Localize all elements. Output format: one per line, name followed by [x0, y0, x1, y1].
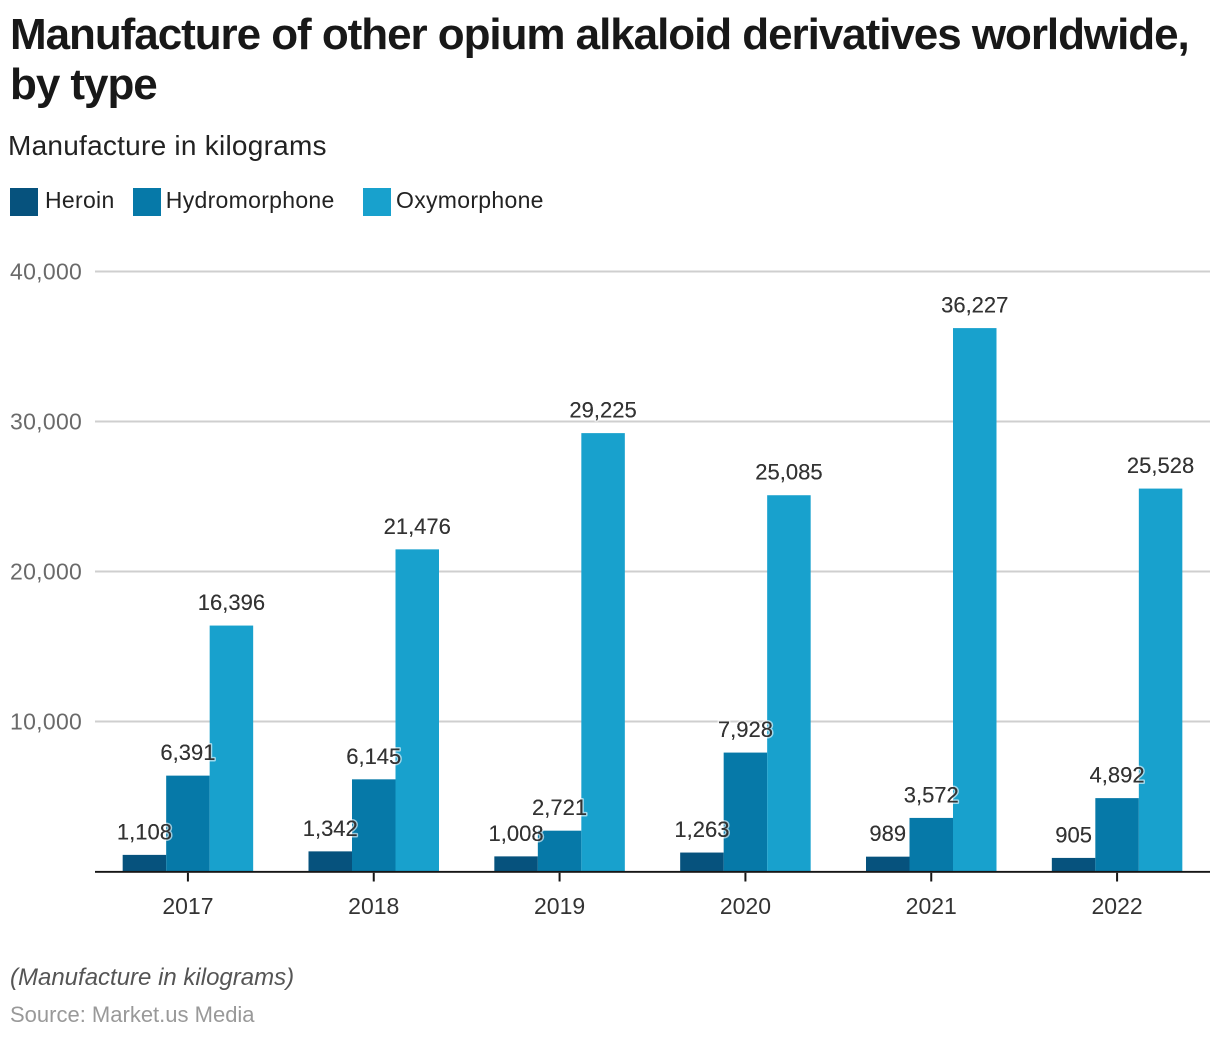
svg-text:6,145: 6,145 [346, 744, 401, 769]
svg-text:1,008: 1,008 [489, 821, 544, 846]
svg-text:25,085: 25,085 [755, 460, 822, 485]
svg-text:4,892: 4,892 [1090, 763, 1145, 788]
svg-text:2022: 2022 [1091, 893, 1142, 919]
svg-text:3,572: 3,572 [904, 782, 959, 807]
svg-text:6,391: 6,391 [160, 740, 215, 765]
svg-text:2,721: 2,721 [532, 795, 587, 820]
svg-text:25,528: 25,528 [1127, 453, 1194, 478]
svg-text:1,342: 1,342 [303, 816, 358, 841]
svg-text:2020: 2020 [720, 893, 771, 919]
svg-text:16,396: 16,396 [198, 590, 265, 615]
svg-text:1,263: 1,263 [674, 817, 729, 842]
svg-text:905: 905 [1055, 822, 1092, 847]
svg-text:2,721: 2,721 [532, 795, 587, 820]
svg-text:1,108: 1,108 [117, 819, 172, 844]
svg-text:20,000: 20,000 [10, 559, 82, 585]
svg-text:3,572: 3,572 [904, 782, 959, 807]
svg-text:29,225: 29,225 [569, 398, 636, 423]
svg-text:40,000: 40,000 [10, 259, 82, 285]
svg-text:1,263: 1,263 [674, 817, 729, 842]
svg-text:2017: 2017 [162, 893, 213, 919]
svg-text:6,145: 6,145 [346, 744, 401, 769]
svg-text:25,085: 25,085 [755, 460, 822, 485]
svg-text:10,000: 10,000 [10, 709, 82, 735]
svg-text:1,342: 1,342 [303, 816, 358, 841]
svg-text:21,476: 21,476 [384, 514, 451, 539]
svg-text:2018: 2018 [348, 893, 399, 919]
svg-text:6,391: 6,391 [160, 740, 215, 765]
svg-text:905: 905 [1055, 822, 1092, 847]
svg-text:7,928: 7,928 [718, 717, 773, 742]
svg-text:7,928: 7,928 [718, 717, 773, 742]
svg-text:16,396: 16,396 [198, 590, 265, 615]
svg-text:2019: 2019 [534, 893, 585, 919]
svg-text:36,227: 36,227 [941, 293, 1008, 318]
svg-text:2021: 2021 [906, 893, 957, 919]
svg-text:29,225: 29,225 [569, 398, 636, 423]
svg-text:1,008: 1,008 [489, 821, 544, 846]
svg-text:25,528: 25,528 [1127, 453, 1194, 478]
svg-text:989: 989 [869, 821, 906, 846]
svg-text:36,227: 36,227 [941, 293, 1008, 318]
svg-text:1,108: 1,108 [117, 819, 172, 844]
svg-text:989: 989 [869, 821, 906, 846]
svg-text:4,892: 4,892 [1090, 763, 1145, 788]
svg-text:30,000: 30,000 [10, 409, 82, 435]
svg-text:21,476: 21,476 [384, 514, 451, 539]
